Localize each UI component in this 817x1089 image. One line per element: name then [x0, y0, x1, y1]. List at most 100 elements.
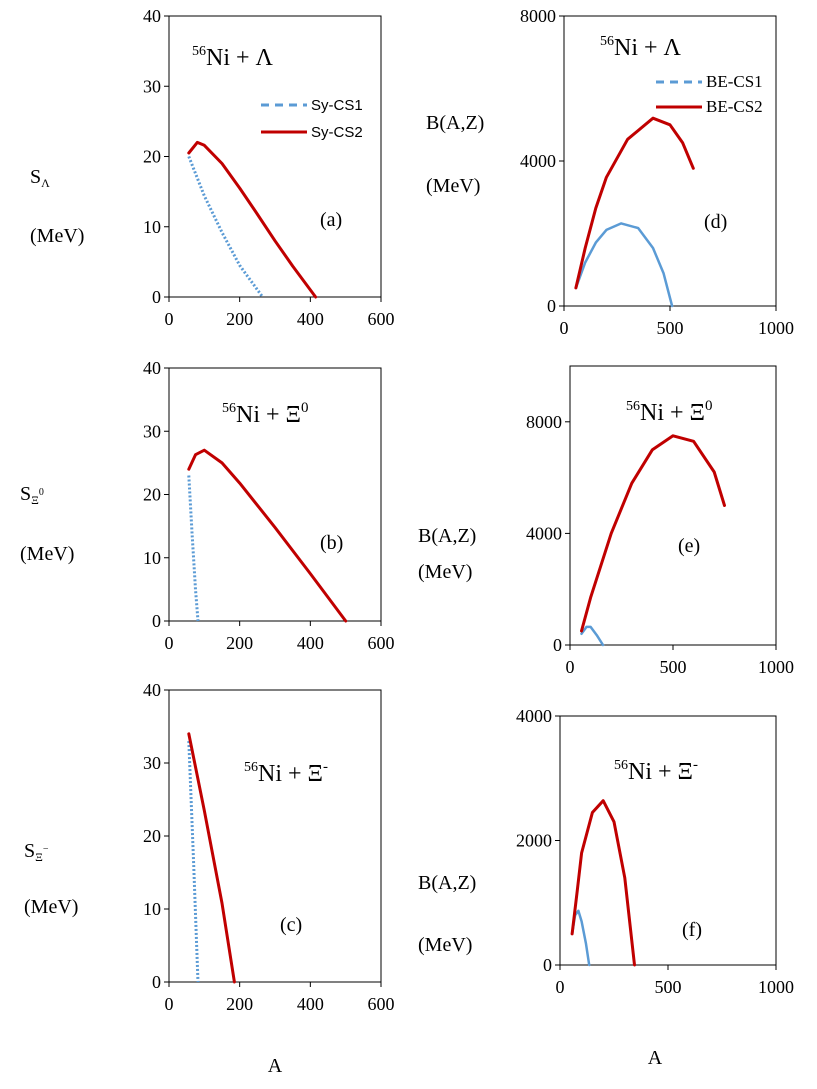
plot-frame — [559, 715, 777, 966]
reaction-particle: Ξ — [308, 761, 323, 787]
x-tick-label: 400 — [297, 994, 324, 1014]
reaction-title: 56Ni + Ξ0 — [222, 400, 308, 428]
y-tick-label: 0 — [547, 296, 556, 316]
reaction-particle: Ξ — [690, 400, 705, 426]
panel-label: (e) — [678, 535, 700, 557]
reaction-particle: Ξ — [678, 759, 693, 785]
reaction-title: 56Ni + Λ — [192, 44, 274, 71]
x-tick-label: 0 — [165, 994, 174, 1014]
reaction-mass-number: 56 — [222, 401, 236, 416]
y-tick-label: 40 — [143, 358, 161, 378]
y-tick-label: 20 — [143, 147, 161, 167]
y-axis-subscript: Ξ — [35, 850, 43, 864]
y-tick-label: 20 — [143, 485, 161, 505]
legend-label: Sy-CS1 — [311, 97, 363, 114]
y-axis-unit: (MeV) — [418, 934, 472, 956]
y-tick-label: 20 — [143, 826, 161, 846]
panel-label: (a) — [320, 209, 342, 231]
y-axis-symbol: S — [20, 483, 31, 505]
y-tick-label: 30 — [143, 421, 161, 441]
y-tick-label: 2000 — [516, 831, 552, 851]
y-tick-label: 0 — [152, 611, 161, 631]
x-tick-label: 600 — [368, 309, 395, 329]
reaction-particle-charge: 0 — [705, 398, 713, 414]
series-line-be-cs1 — [574, 222, 674, 308]
y-tick-label: 0 — [152, 287, 161, 307]
reaction-mass-number: 56 — [614, 758, 628, 773]
y-axis-unit: (MeV) — [418, 561, 472, 583]
panel-label: (c) — [280, 914, 302, 936]
y-axis-unit: (MeV) — [20, 543, 74, 565]
x-tick-label: 1000 — [758, 657, 794, 677]
x-tick-label: 500 — [657, 318, 684, 338]
y-axis-label: B(A,Z) — [418, 525, 476, 547]
y-tick-label: 8000 — [520, 6, 556, 26]
panel-f: 0 2000 4000 0 500 1000 B(A,Z) (MeV) 56Ni + Ξ- (f) — [418, 706, 794, 997]
y-tick-label: 30 — [143, 76, 161, 96]
y-axis-unit: (MeV) — [426, 175, 480, 197]
series-line-sy-cs2 — [187, 140, 318, 299]
series-line-sy-cs2 — [187, 732, 236, 984]
y-axis-unit: (MeV) — [30, 225, 84, 247]
y-axis-unit: (MeV) — [24, 896, 78, 918]
reaction-title: 56Ni + Λ — [600, 34, 682, 61]
x-tick-label: 0 — [566, 657, 575, 677]
series-line-be-cs2 — [580, 434, 726, 633]
y-tick-label: 0 — [543, 955, 552, 975]
reaction-nucleus: Ni + — [614, 35, 664, 61]
y-tick-label: 40 — [143, 680, 161, 700]
series-line-sy-cs1 — [187, 475, 200, 622]
reaction-mass-number: 56 — [626, 399, 640, 414]
x-tick-label: 0 — [560, 318, 569, 338]
series-line-be-cs1 — [580, 625, 605, 647]
y-axis-symbol: B(A,Z) — [426, 112, 484, 134]
reaction-particle: Ξ — [286, 402, 301, 428]
reaction-nucleus: Ni + — [236, 402, 286, 428]
y-tick-label: 10 — [143, 548, 161, 568]
y-tick-label: 8000 — [526, 412, 562, 432]
legend-label: BE-CS2 — [706, 97, 763, 116]
x-tick-label: 500 — [655, 977, 682, 997]
y-axis-superscript: 0 — [39, 487, 44, 498]
x-tick-label: 200 — [226, 994, 253, 1014]
y-axis-symbol: B(A,Z) — [418, 872, 476, 894]
series-line-be-cs2 — [574, 116, 695, 290]
reaction-nucleus: Ni + — [628, 759, 678, 785]
y-axis-label: SΞ0 — [20, 483, 44, 507]
x-tick-label: 0 — [165, 309, 174, 329]
reaction-particle-charge: 0 — [301, 400, 309, 416]
reaction-title: 56Ni + Ξ0 — [626, 398, 712, 426]
series-line-be-cs2 — [570, 799, 636, 967]
reaction-particle: Λ — [256, 45, 274, 71]
panel-label: (d) — [704, 211, 727, 233]
reaction-nucleus: Ni + — [258, 761, 308, 787]
x-tick-label: 600 — [368, 994, 395, 1014]
x-tick-label: 400 — [297, 633, 324, 653]
x-axis-label-right: A — [648, 1047, 663, 1069]
y-tick-label: 0 — [553, 635, 562, 655]
reaction-mass-number: 56 — [244, 760, 258, 775]
y-axis-label: B(A,Z) — [426, 112, 484, 134]
x-tick-label: 0 — [556, 977, 565, 997]
reaction-particle-charge: - — [693, 757, 698, 773]
y-tick-label: 40 — [143, 6, 161, 26]
panel-label: (f) — [682, 919, 702, 941]
reaction-mass-number: 56 — [192, 44, 206, 59]
y-axis-superscript: − — [43, 844, 49, 855]
panel-d: 0 4000 8000 0 500 1000 B(A,Z) (MeV) 56Ni + Λ (d) B… — [426, 6, 794, 338]
y-axis-subscript: Ξ — [31, 493, 39, 507]
x-tick-label: 400 — [297, 309, 324, 329]
y-tick-label: 4000 — [520, 151, 556, 171]
reaction-particle-charge: - — [323, 759, 328, 775]
panel-label: (b) — [320, 532, 343, 554]
series-line-sy-cs1 — [187, 741, 200, 983]
x-tick-label: 600 — [368, 633, 395, 653]
reaction-title: 56Ni + Ξ- — [244, 759, 328, 787]
x-tick-label: 200 — [226, 309, 253, 329]
plot-frame — [168, 689, 382, 983]
x-tick-label: 200 — [226, 633, 253, 653]
legend-label: Sy-CS2 — [311, 124, 363, 141]
